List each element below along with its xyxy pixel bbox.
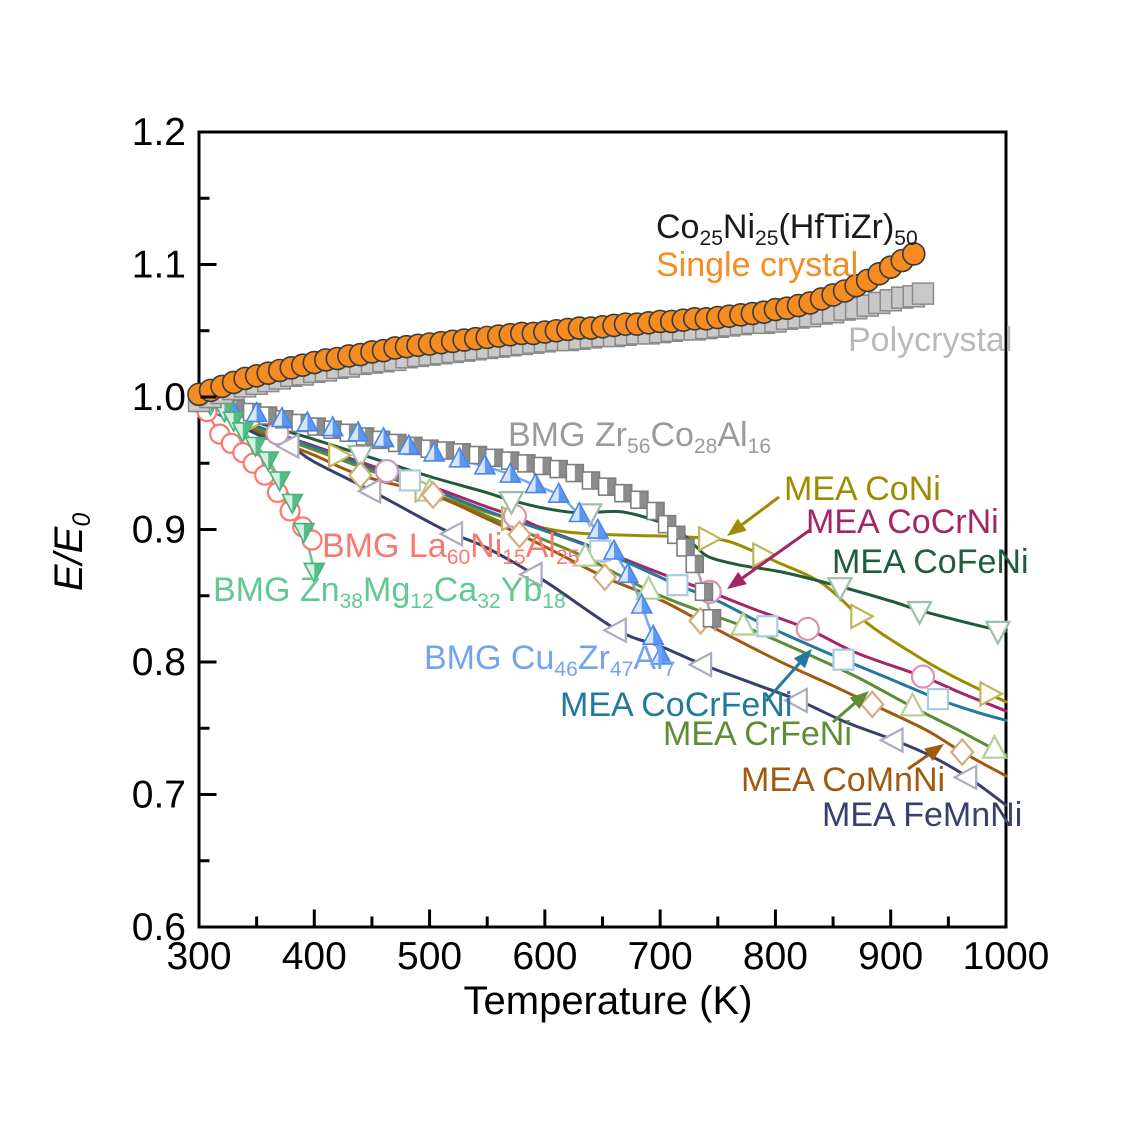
axis-ticks-labels: 300 400 500 600 700 800 900 1000 0.6 0.7 0.8 0.9 1.0… bbox=[47, 111, 1049, 1023]
mea-cocrfeni-label: MEA CoCrFeNi bbox=[560, 686, 792, 724]
polycrystal-label: Polycrystal bbox=[848, 321, 1012, 359]
mea-femnni-label: MEA FeMnNi bbox=[822, 796, 1022, 834]
series-markers bbox=[187, 242, 1012, 791]
annotation-labels: Co25​Ni25​(HfTiZr)50​Single crystal Polyc… bbox=[213, 208, 1029, 834]
svg-text:400: 400 bbox=[282, 935, 347, 978]
svg-text:700: 700 bbox=[628, 935, 693, 978]
mea-crfeni-label: MEA CrFeNi bbox=[663, 715, 852, 753]
svg-text:500: 500 bbox=[397, 935, 462, 978]
svg-text:0.6: 0.6 bbox=[132, 906, 186, 949]
series-bmg-zn-markers bbox=[199, 395, 326, 584]
series-bmg-cu-markers bbox=[194, 389, 673, 665]
svg-text:600: 600 bbox=[512, 935, 577, 978]
bmg-zn-label: BMG Zn38​Mg12​Ca32​Yb18​ bbox=[213, 571, 566, 613]
svg-text:1000: 1000 bbox=[963, 935, 1050, 978]
annotation-arrows bbox=[727, 495, 944, 771]
svg-text:1.1: 1.1 bbox=[132, 244, 186, 287]
svg-text:0.8: 0.8 bbox=[132, 641, 186, 684]
series-single-crystal-markers bbox=[187, 242, 926, 407]
svg-text:Temperature (K): Temperature (K) bbox=[464, 979, 753, 1023]
mea-coni-label: MEA CoNi bbox=[784, 470, 941, 508]
svg-text:0.9: 0.9 bbox=[132, 509, 186, 552]
single-crystal-label: Single crystal bbox=[656, 246, 858, 284]
svg-text:0.7: 0.7 bbox=[132, 774, 186, 817]
series-mea-cofeni-markers bbox=[347, 444, 1012, 646]
bmg-la-label: BMG La60​Ni15​Al25​ bbox=[322, 527, 579, 569]
mea-cocrni-label: MEA CoCrNi bbox=[806, 503, 999, 541]
series-mea-comnni-markers bbox=[348, 460, 975, 767]
svg-text:1.2: 1.2 bbox=[132, 111, 186, 154]
svg-text:E/E0​: E/E0​ bbox=[47, 513, 96, 591]
svg-text:300: 300 bbox=[166, 935, 231, 978]
svg-text:900: 900 bbox=[858, 935, 923, 978]
series-mea-femnni-markers bbox=[274, 432, 978, 791]
bmg-zr-label: BMG Zr56​Co28​Al16​ bbox=[508, 416, 771, 458]
series-bmg-la-markers bbox=[196, 400, 323, 551]
series-mea-cocrfeni-markers bbox=[398, 469, 950, 711]
mea-cofeni-label: MEA CoFeNi bbox=[832, 543, 1029, 581]
svg-text:1.0: 1.0 bbox=[132, 376, 186, 419]
series-mea-crfeni-markers bbox=[416, 476, 1008, 759]
composition-label: Co25​Ni25​(HfTiZr)50​ bbox=[656, 208, 918, 250]
plot-frame-group bbox=[197, 130, 1008, 929]
mea-comnni-label: MEA CoMnNi bbox=[741, 761, 945, 799]
svg-text:800: 800 bbox=[743, 935, 808, 978]
bmg-cu-label: BMG Cu46​Zr47​Al7​ bbox=[424, 639, 675, 681]
